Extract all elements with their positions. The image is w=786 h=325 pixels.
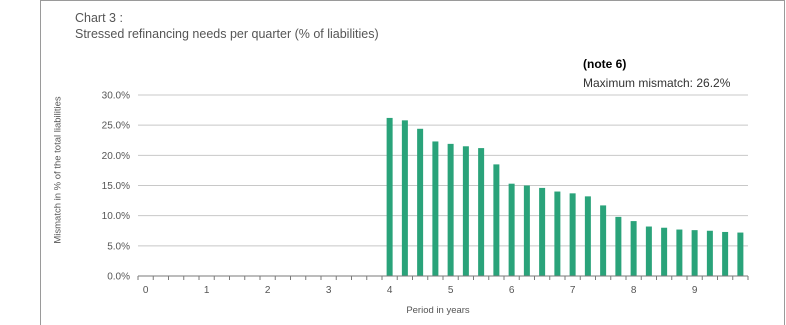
x-axis-label: Period in years	[406, 305, 470, 316]
bar	[630, 221, 637, 276]
bar	[523, 185, 530, 276]
bar	[386, 117, 393, 276]
bar	[554, 191, 561, 276]
bar	[737, 232, 744, 276]
y-tick-label: 15.0%	[102, 181, 130, 192]
x-tick-label: 8	[631, 285, 637, 296]
bar	[676, 229, 683, 276]
y-tick-label: 10.0%	[102, 211, 130, 222]
bar	[432, 141, 439, 276]
chart-subtitle: Stressed refinancing needs per quarter (…	[75, 27, 379, 41]
x-tick-label: 1	[204, 285, 210, 296]
note-label: (note 6)	[583, 57, 627, 71]
chart-title: Chart 3 :	[75, 11, 123, 25]
bar	[447, 143, 454, 276]
bar	[722, 231, 729, 276]
max-mismatch-annotation: Maximum mismatch: 26.2%	[583, 76, 731, 90]
bar	[478, 148, 485, 276]
x-tick-label: 6	[509, 285, 515, 296]
bar	[417, 128, 424, 276]
bar	[706, 230, 713, 276]
bar	[661, 227, 668, 276]
y-tick-label: 25.0%	[102, 121, 130, 132]
x-tick-label: 3	[326, 285, 332, 296]
bar	[645, 226, 652, 276]
x-tick-label: 9	[692, 285, 698, 296]
bar	[615, 216, 622, 276]
y-tick-label: 30.0%	[102, 91, 130, 102]
x-tick-label: 5	[448, 285, 454, 296]
x-tick-label: 0	[143, 285, 149, 296]
bar	[584, 196, 591, 276]
bar	[508, 183, 515, 276]
bar	[569, 193, 576, 276]
bar	[691, 230, 698, 276]
x-tick-label: 2	[265, 285, 271, 296]
x-tick-label: 4	[387, 285, 393, 296]
y-tick-label: 5.0%	[107, 241, 130, 252]
bar	[493, 164, 500, 276]
bar	[401, 120, 408, 276]
bar	[600, 205, 607, 276]
y-tick-label: 20.0%	[102, 151, 130, 162]
y-tick-label: 0.0%	[107, 272, 130, 283]
bar	[539, 187, 546, 276]
bar	[462, 146, 469, 276]
chart-frame	[40, 0, 785, 325]
x-tick-label: 7	[570, 285, 576, 296]
